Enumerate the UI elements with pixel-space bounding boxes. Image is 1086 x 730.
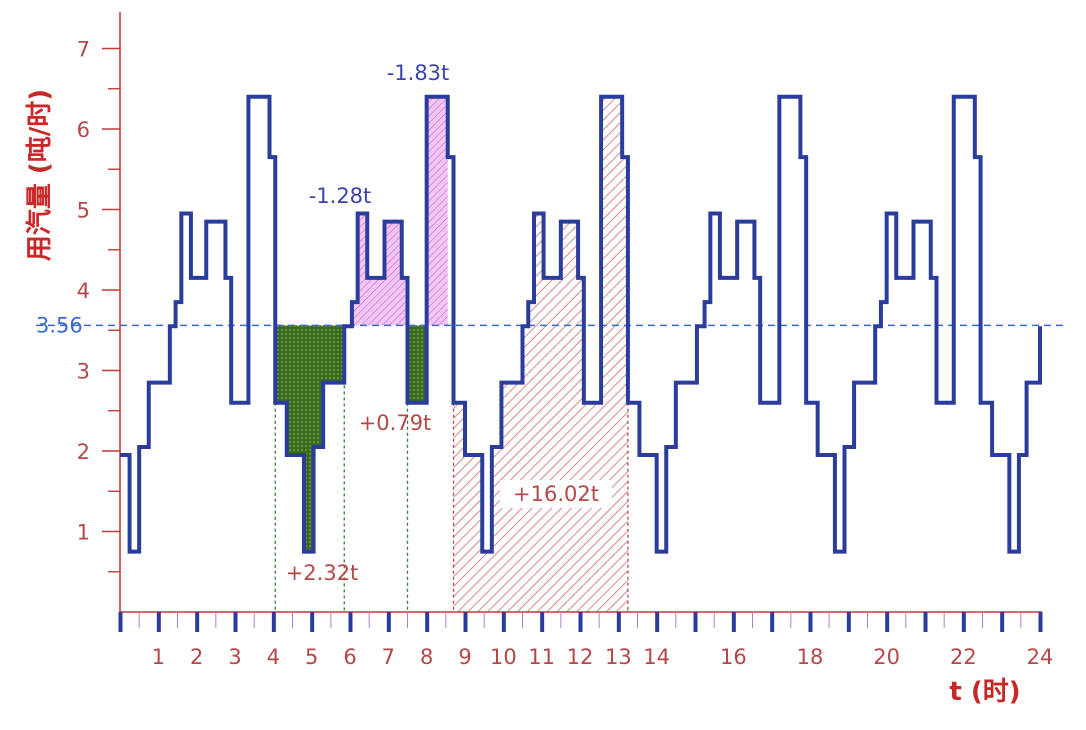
x-tick-label: 18: [797, 645, 824, 669]
y-axis-ticks: 1 2 3 4 5 6 7: [77, 38, 120, 572]
x-tick-label: 5: [305, 645, 318, 669]
x-axis-ticks: 1 2 3 4 5 6 7 8 9 10 11 12 13 14 16 18 20 22 24: [121, 612, 1054, 669]
average-line-label: 3.56: [36, 313, 83, 337]
x-tick-label: 4: [267, 645, 280, 669]
region-label-5: +16.02t: [513, 482, 599, 506]
x-tick-label: 1: [152, 645, 165, 669]
x-tick-label: 2: [190, 645, 203, 669]
shaded-region-3: [408, 325, 427, 402]
y-tick-label: 3: [77, 360, 90, 384]
x-tick-label: 12: [567, 645, 594, 669]
x-tick-label: 10: [490, 645, 517, 669]
x-axis-label: t (时): [949, 677, 1020, 707]
x-tick-label: 6: [343, 645, 356, 669]
x-tick-label: 8: [420, 645, 433, 669]
x-tick-label: 16: [720, 645, 747, 669]
x-tick-label: 22: [950, 645, 977, 669]
x-tick-label: 3: [228, 645, 241, 669]
x-tick-label: 20: [873, 645, 900, 669]
x-tick-label: 9: [458, 645, 471, 669]
x-tick-label: 13: [605, 645, 632, 669]
region-label-4: -1.83t: [387, 61, 450, 85]
y-tick-label: 6: [77, 118, 90, 142]
y-tick-label: 7: [77, 38, 90, 62]
y-tick-label: 1: [77, 521, 90, 545]
y-tick-label: 4: [77, 279, 90, 303]
region-label-3: +0.79t: [359, 411, 432, 435]
region-label-1: +2.32t: [286, 561, 359, 585]
x-tick-label: 11: [528, 645, 555, 669]
y-tick-label: 2: [77, 440, 90, 464]
y-tick-label: 5: [77, 199, 90, 223]
x-tick-label: 24: [1027, 645, 1054, 669]
x-tick-label: 7: [382, 645, 395, 669]
shaded-region-4: [427, 97, 448, 326]
x-tick-label: 14: [643, 645, 670, 669]
y-axis-label: 用汽量 (吨/时): [25, 89, 55, 261]
region-label-2: -1.28t: [309, 184, 372, 208]
